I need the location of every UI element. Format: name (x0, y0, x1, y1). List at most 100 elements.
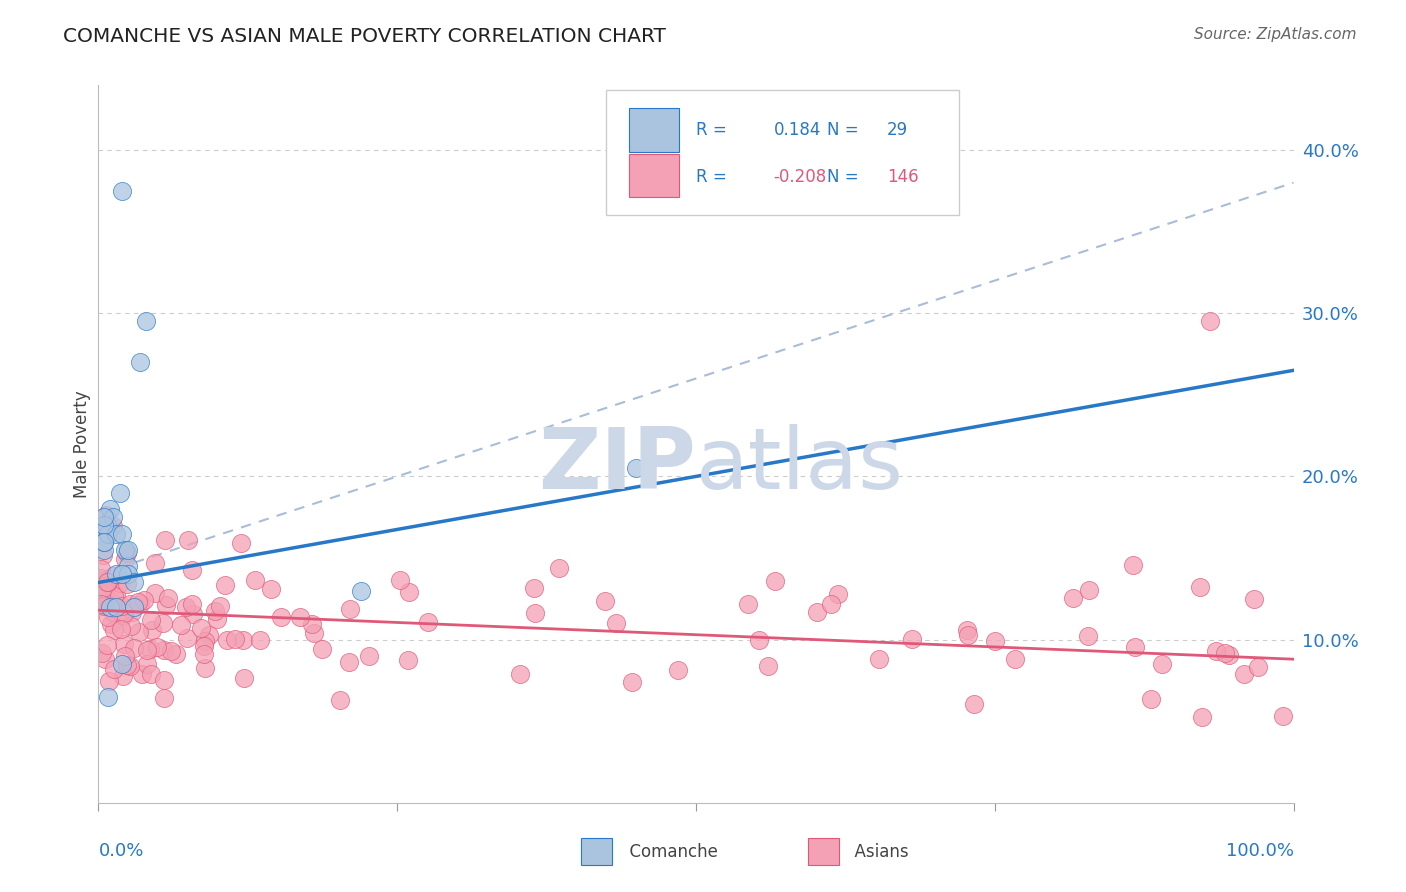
Text: 146: 146 (887, 168, 918, 186)
Point (956, 628, 979, 642)
Point (96, 638, 118, 652)
Point (128, 625, 150, 640)
Point (194, 634, 217, 648)
Point (143, 557, 166, 571)
Point (593, 594, 616, 608)
Text: Source: ZipAtlas.com: Source: ZipAtlas.com (1194, 27, 1357, 42)
Text: -0.208: -0.208 (773, 168, 827, 186)
Y-axis label: Male Poverty: Male Poverty (73, 390, 91, 498)
Point (1122, 558, 1144, 573)
Text: 0.184: 0.184 (773, 121, 821, 139)
Point (1150, 657, 1173, 671)
Point (1271, 708, 1294, 723)
Point (134, 592, 156, 607)
Point (1189, 580, 1212, 594)
Point (104, 588, 127, 602)
Point (232, 633, 254, 648)
Point (177, 533, 200, 548)
Point (1218, 648, 1240, 663)
Point (112, 668, 135, 682)
Point (111, 184, 134, 198)
Point (117, 542, 139, 557)
Point (806, 605, 828, 619)
Point (547, 560, 569, 574)
Point (112, 608, 135, 623)
Text: N =: N = (827, 168, 859, 186)
Point (605, 615, 627, 630)
Point (901, 632, 924, 646)
Point (523, 581, 546, 595)
Point (214, 578, 236, 592)
Point (204, 604, 226, 618)
Point (98, 673, 121, 688)
Point (136, 657, 159, 672)
Point (205, 612, 228, 626)
Point (91, 598, 114, 612)
Point (100, 617, 122, 632)
Point (98, 599, 122, 614)
Point (94, 651, 117, 665)
Point (153, 691, 176, 706)
Point (509, 667, 531, 681)
Point (181, 607, 204, 621)
Point (141, 623, 163, 637)
Point (155, 598, 177, 612)
Point (127, 595, 149, 609)
Point (108, 485, 131, 500)
Point (339, 601, 361, 615)
Point (827, 587, 849, 601)
Point (765, 574, 787, 588)
Point (96, 574, 118, 589)
Point (90, 571, 112, 585)
Point (157, 591, 180, 605)
Point (101, 601, 124, 615)
Point (111, 526, 134, 541)
Point (193, 661, 215, 675)
Point (90, 591, 112, 606)
Point (621, 674, 644, 689)
Text: atlas: atlas (696, 424, 904, 507)
Point (124, 575, 146, 590)
Point (93, 599, 115, 613)
Point (197, 628, 219, 642)
Point (129, 597, 152, 611)
Point (114, 607, 136, 621)
Point (190, 621, 212, 635)
Point (1213, 646, 1236, 660)
Point (955, 624, 977, 638)
Point (249, 633, 271, 648)
Point (389, 573, 412, 587)
Point (90, 561, 112, 575)
Text: 100.0%: 100.0% (1226, 842, 1294, 860)
Point (91, 548, 114, 562)
Point (259, 582, 281, 596)
Point (416, 615, 439, 629)
Point (1062, 591, 1084, 605)
Point (111, 567, 134, 582)
Point (97, 690, 120, 704)
Point (1139, 692, 1161, 706)
Point (350, 583, 373, 598)
Text: R =: R = (696, 168, 727, 186)
Point (103, 623, 125, 637)
Point (304, 626, 326, 640)
Point (101, 569, 124, 583)
Point (114, 542, 136, 557)
Point (122, 641, 145, 656)
Point (139, 666, 162, 681)
Point (1243, 591, 1265, 606)
Point (1191, 710, 1213, 724)
FancyBboxPatch shape (606, 90, 959, 216)
Point (105, 567, 128, 582)
Point (93, 518, 115, 533)
Point (97, 526, 120, 541)
Point (398, 584, 420, 599)
Point (396, 653, 419, 667)
Point (1077, 629, 1099, 643)
Point (329, 693, 352, 707)
Point (153, 643, 176, 657)
Point (170, 618, 193, 632)
Point (94, 508, 117, 522)
Point (136, 642, 159, 657)
Point (962, 697, 984, 711)
